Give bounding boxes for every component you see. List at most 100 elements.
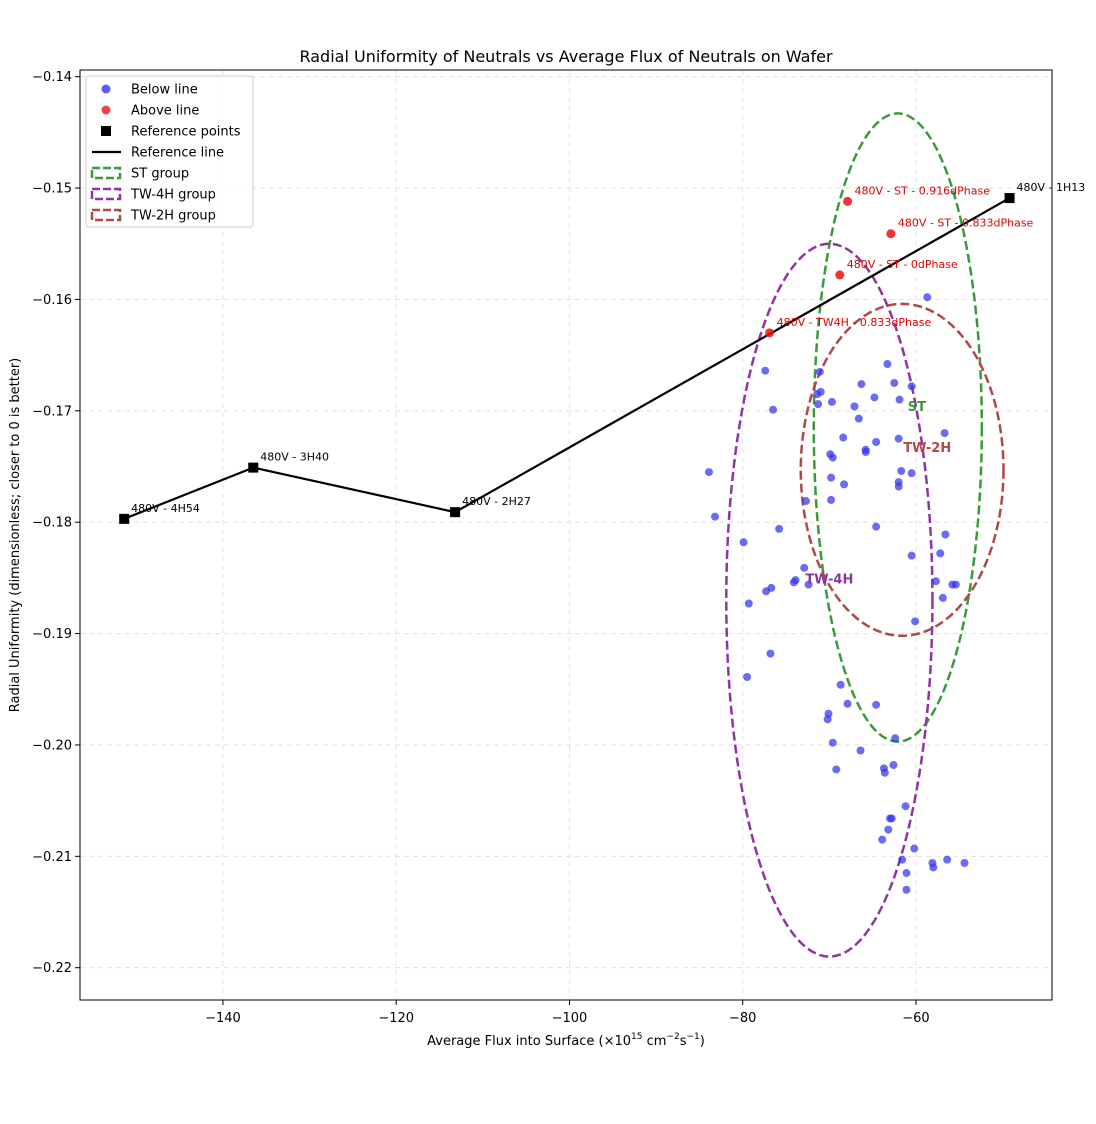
below-point	[813, 390, 822, 399]
reference-point-label: 480V - 4H54	[131, 502, 200, 515]
below-point	[861, 448, 870, 457]
reference-point	[450, 507, 461, 518]
below-point	[883, 360, 892, 369]
below-point	[910, 844, 919, 853]
y-tick-label: −0.18	[32, 516, 72, 531]
legend-marker	[90, 208, 122, 222]
below-point	[850, 402, 859, 411]
below-point	[843, 699, 852, 708]
below-point	[880, 768, 889, 777]
below-point	[889, 760, 898, 769]
below-point	[902, 869, 911, 878]
plot-frame	[79, 69, 1053, 1001]
below-point	[878, 835, 887, 844]
below-point	[938, 593, 947, 602]
below-point	[902, 885, 911, 894]
below-point	[840, 480, 849, 489]
below-point	[827, 397, 836, 406]
below-point	[739, 538, 748, 547]
above-point-label: 480V - TW4H - 0.833dPhase	[777, 316, 932, 329]
x-axis-title: Average Flux into Surface (×1015 cm−2s−1…	[427, 1032, 705, 1049]
below-point	[940, 429, 949, 438]
below-point	[941, 530, 950, 539]
below-point	[901, 802, 910, 811]
below-point	[832, 765, 841, 774]
x-tick-label: −60	[902, 1011, 929, 1026]
legend-label: Below line	[131, 83, 198, 98]
legend-marker	[101, 126, 111, 136]
legend-label: Reference points	[131, 125, 241, 140]
below-point	[895, 395, 904, 404]
below-point	[839, 433, 848, 442]
group-ellipse	[812, 112, 984, 743]
below-point	[911, 617, 920, 626]
below-point	[823, 715, 832, 724]
below-point	[815, 367, 824, 376]
below-point	[743, 673, 752, 682]
below-point	[960, 859, 969, 868]
group-label: TW-2H	[903, 441, 951, 456]
below-point	[931, 577, 940, 586]
below-point	[894, 434, 903, 443]
reference-points	[119, 193, 1015, 524]
reference-point	[1004, 193, 1015, 204]
below-point	[762, 587, 771, 596]
below-point	[907, 382, 916, 391]
below-point	[907, 469, 916, 478]
legend-label: TW-2H group	[130, 209, 216, 224]
legend-marker	[90, 187, 122, 201]
below-point	[898, 855, 907, 864]
legend-marker	[101, 84, 111, 94]
legend-label: Above line	[131, 104, 199, 119]
y-tick-label: −0.14	[32, 70, 72, 85]
below-point	[884, 825, 893, 834]
above-point	[886, 229, 896, 239]
below-point	[800, 563, 809, 572]
below-point	[836, 680, 845, 689]
below-point	[744, 599, 753, 608]
below-point	[854, 414, 863, 423]
reference-point	[119, 513, 130, 524]
legend-marker	[101, 105, 111, 115]
below-point	[923, 293, 932, 302]
below-point	[907, 551, 916, 560]
below-point	[951, 580, 960, 589]
below-line-points	[704, 293, 969, 894]
above-point	[843, 196, 853, 206]
above-line-points	[765, 196, 896, 338]
reference-point-label: 480V - 2H27	[462, 495, 531, 508]
legend-label: ST group	[131, 167, 189, 182]
legend: Below line Above line Reference points Refe…	[85, 75, 254, 228]
y-axis-title: Radial Uniformity (dimensionless; closer…	[8, 358, 23, 713]
below-point	[872, 438, 881, 446]
above-point	[835, 270, 845, 280]
y-tick-label: −0.17	[32, 404, 72, 419]
below-point	[894, 482, 903, 491]
below-point	[890, 378, 899, 387]
below-point	[828, 453, 837, 462]
below-point	[761, 366, 770, 375]
group-ellipses	[725, 112, 1005, 958]
below-point	[936, 549, 945, 558]
chart-title: Radial Uniformity of Neutrals vs Average…	[299, 47, 832, 66]
below-point	[814, 400, 823, 409]
reference-line	[123, 197, 1011, 520]
point-labels: 480V - ST - 0.916dPhase 480V - ST - 0.833…	[131, 181, 1085, 587]
above-point-label: 480V - ST - 0.916dPhase	[855, 184, 991, 197]
above-point-label: 480V - ST - 0.833dPhase	[898, 217, 1034, 230]
reference-point	[248, 462, 259, 473]
below-point	[887, 814, 896, 823]
legend-marker	[90, 166, 122, 180]
legend-box	[85, 75, 254, 228]
below-point	[897, 466, 906, 475]
legend-label: Reference line	[131, 146, 224, 161]
below-point	[711, 512, 720, 521]
x-tick-label: −80	[729, 1011, 756, 1026]
y-tick-label: −0.15	[32, 182, 72, 197]
below-point	[804, 580, 813, 589]
below-point	[827, 495, 836, 504]
x-tick-label: −100	[552, 1011, 588, 1026]
below-point	[704, 468, 713, 477]
group-label: ST	[908, 400, 926, 415]
reference-point-label: 480V - 3H40	[260, 451, 329, 464]
